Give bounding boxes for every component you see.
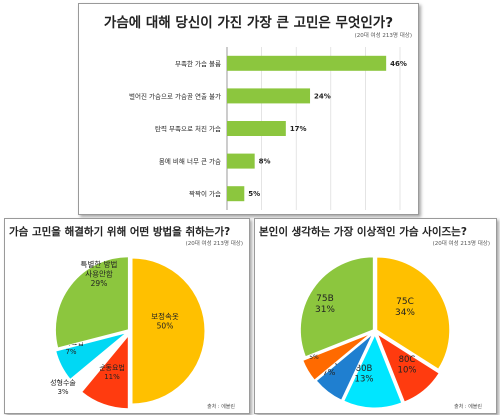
pie-slice xyxy=(81,334,129,410)
size-pie-panel: 본인이 생각하는 가장 이상적인 가슴 사이즈는? (20대 여성 213명 대… xyxy=(254,218,497,414)
bar-category-label: 짝짝이 가슴 xyxy=(189,189,221,198)
bar-value-label: 24% xyxy=(314,92,331,100)
method-pie-panel: 가슴 고민을 해결하기 위해 어떤 방법을 취하는가? (20대 여성 213명… xyxy=(4,218,250,414)
bar-category-label: 탄력 부족으로 처진 가슴 xyxy=(155,124,221,133)
pie-slice xyxy=(299,256,374,358)
pie-slice xyxy=(376,256,451,370)
pie-slice-label: 75C xyxy=(396,297,414,307)
bar xyxy=(227,55,387,71)
method-pie-source: 출처 : 에블린 xyxy=(207,404,235,410)
bar xyxy=(227,88,311,104)
pie-slice xyxy=(343,333,403,409)
pie-slice xyxy=(376,332,440,403)
pie-slice-percent: 29% xyxy=(91,279,108,288)
pie-slice-label: 특별한 방법 xyxy=(81,259,118,269)
size-pie-title: 본인이 생각하는 가장 이상적인 가슴 사이즈는? xyxy=(259,226,467,238)
bar-chart: 부족한 가슴 볼륨 46% 벌어진 가슴으로 가슴골 연출 불가 24% 탄력 부족으로… xyxy=(129,47,407,210)
pie-slice-percent: 13% xyxy=(355,375,374,385)
bar xyxy=(227,186,245,202)
pie-slice-percent: 31% xyxy=(315,305,335,315)
pie-slice-label: 80B xyxy=(356,364,373,374)
pie-slice xyxy=(54,256,129,349)
pie-slice xyxy=(315,333,374,401)
bar-chart-title: 가슴에 대해 당신이 가진 가장 큰 고민은 무엇인가? xyxy=(103,15,394,31)
bar-category-label: 몸에 비해 너무 큰 가슴 xyxy=(159,157,221,166)
pie-slice xyxy=(69,334,127,392)
size-pie-source: 출처 : 에블린 xyxy=(454,404,482,410)
bar-value-label: 46% xyxy=(390,60,407,68)
bar xyxy=(227,121,286,136)
pie-slice-percent: 7% xyxy=(65,348,76,356)
bar-chart-subtitle: (20대 여성 213명 대상) xyxy=(354,33,412,39)
pie-slice-percent: 11% xyxy=(104,373,120,381)
bar-category-label: 벌어진 가슴으로 가슴골 연출 불가 xyxy=(129,91,221,100)
bar-value-label: 8% xyxy=(259,158,271,166)
pie-slice-label: 사용안함 xyxy=(85,269,113,279)
pie-slice xyxy=(131,257,206,405)
bar-value-label: 17% xyxy=(290,125,307,133)
pie-slice-percent: 3% xyxy=(57,388,68,396)
pie-slice-percent: 7% xyxy=(323,368,336,377)
method-pie-title: 가슴 고민을 해결하기 위해 어떤 방법을 취하는가? xyxy=(9,226,231,238)
pie-slice-label: 성형수술 xyxy=(50,378,76,387)
pie-slice-label: 보정속옷 xyxy=(151,311,179,321)
pie-slice-percent: 50% xyxy=(157,322,174,331)
pie-slice-label: 운동요법 xyxy=(99,363,125,372)
pie-slice-label: 80C xyxy=(399,355,416,365)
method-pie-subtitle: (20대 여성 213명 대상) xyxy=(185,241,243,247)
bar-category-label: 부족한 가슴 볼륨 xyxy=(175,59,221,68)
pie-slice-percent: 34% xyxy=(395,308,415,318)
pie-slice xyxy=(302,333,372,381)
pie-slice-percent: 10% xyxy=(398,366,417,376)
pie-slice-label: 75B xyxy=(316,294,334,304)
bar-value-label: 5% xyxy=(248,190,260,198)
pie-slice xyxy=(55,332,127,381)
bar-chart-panel: 가슴에 대해 당신이 가진 가장 큰 고민은 무엇인가? (20대 여성 213… xyxy=(78,3,419,215)
pie-slice-percent: 5% xyxy=(309,354,319,361)
size-pie-subtitle: (20대 여성 213명 대상) xyxy=(432,241,490,247)
bar xyxy=(227,153,255,169)
